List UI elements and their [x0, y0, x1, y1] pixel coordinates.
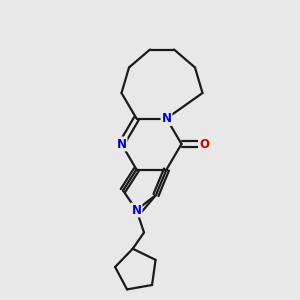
Text: O: O — [199, 137, 209, 151]
Text: N: N — [116, 137, 127, 151]
Text: N: N — [131, 203, 142, 217]
Text: N: N — [161, 112, 172, 125]
